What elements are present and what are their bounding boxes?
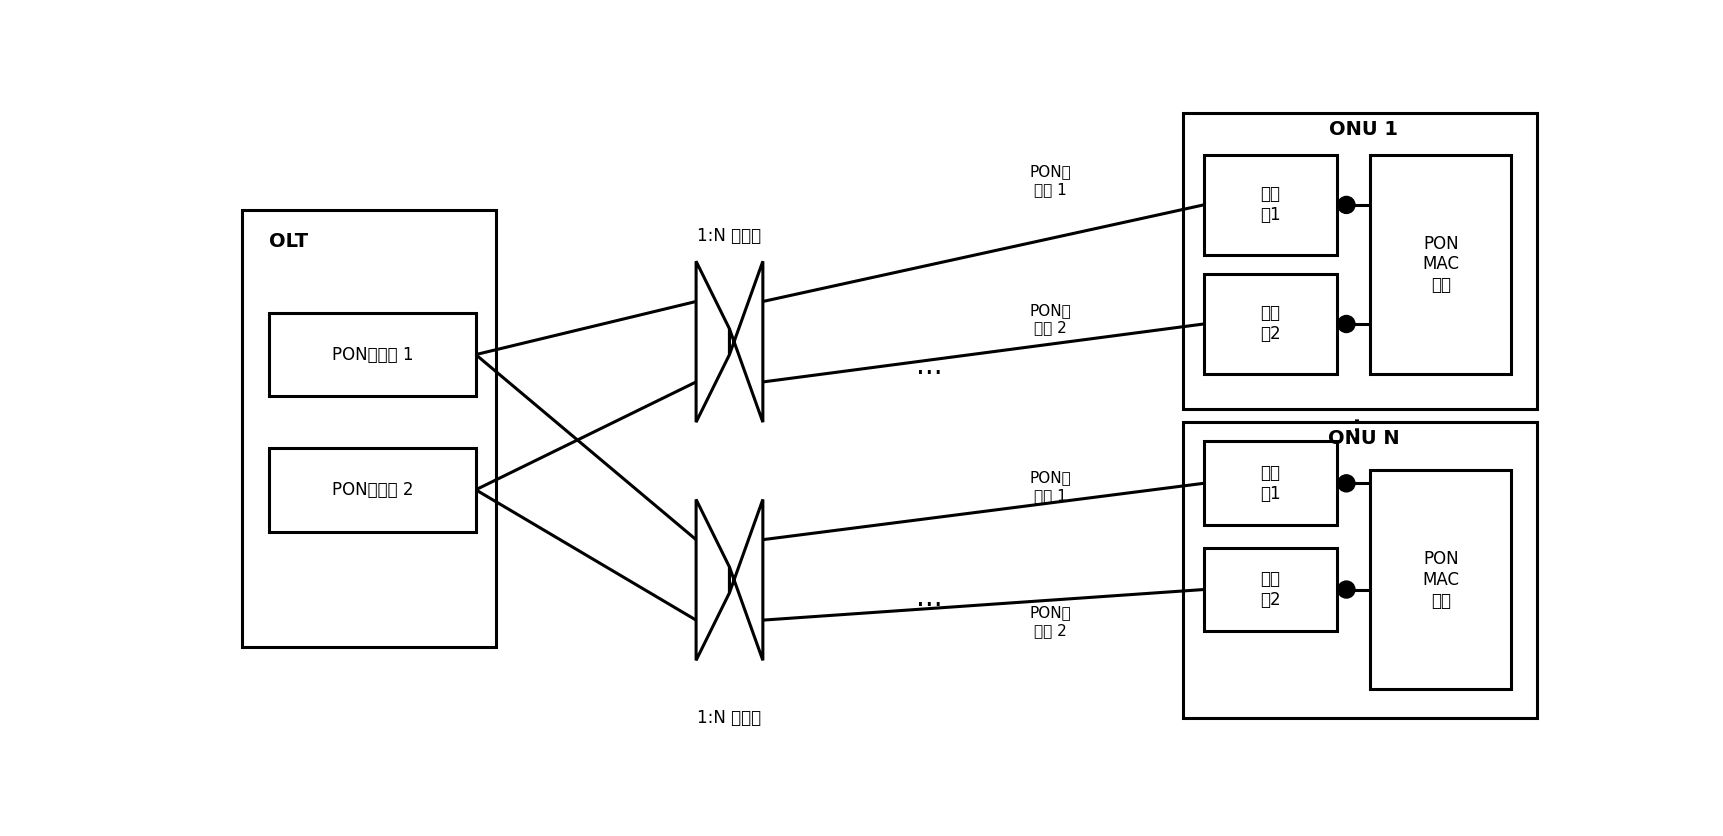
Bar [269,313,476,396]
Text: 1:N 分光器: 1:N 分光器 [698,227,762,244]
Text: ···: ··· [917,360,942,388]
Text: PON上
联口 1: PON上 联口 1 [1029,471,1070,502]
Bar [1370,471,1511,690]
Bar [1203,155,1337,255]
Polygon shape [729,499,763,660]
Bar [1203,548,1337,631]
Bar [1203,274,1337,374]
Bar [1203,441,1337,525]
Ellipse shape [1337,315,1354,333]
Bar [269,448,476,532]
Text: ONU 1: ONU 1 [1328,120,1399,139]
Polygon shape [729,261,763,422]
Text: 光模
块1: 光模 块1 [1260,464,1280,502]
Bar [1370,155,1511,374]
Bar [1184,113,1537,410]
Text: ···: ··· [917,592,942,619]
Bar [1184,422,1537,718]
Text: PON
MAC
芯片: PON MAC 芯片 [1423,235,1459,294]
Polygon shape [696,261,729,422]
Text: PON下联口 2: PON下联口 2 [333,481,414,499]
Text: 1:N 分光器: 1:N 分光器 [698,709,762,727]
Text: 光模
块1: 光模 块1 [1260,186,1280,224]
Bar [241,210,496,648]
Text: PON
MAC
芯片: PON MAC 芯片 [1423,550,1459,609]
Text: OLT: OLT [269,232,308,252]
Text: PON上
联口 2: PON上 联口 2 [1029,605,1070,638]
Text: PON下联口 1: PON下联口 1 [333,345,414,364]
Ellipse shape [1337,475,1354,492]
Text: ONU N: ONU N [1328,429,1399,448]
Ellipse shape [1337,581,1354,598]
Text: PON上
联口 2: PON上 联口 2 [1029,303,1070,335]
Ellipse shape [1337,196,1354,213]
Text: PON上
联口 1: PON上 联口 1 [1029,165,1070,197]
Text: 光模
块2: 光模 块2 [1260,304,1280,343]
Text: ···: ··· [1342,412,1372,439]
Text: 光模
块2: 光模 块2 [1260,570,1280,609]
Polygon shape [696,499,729,660]
